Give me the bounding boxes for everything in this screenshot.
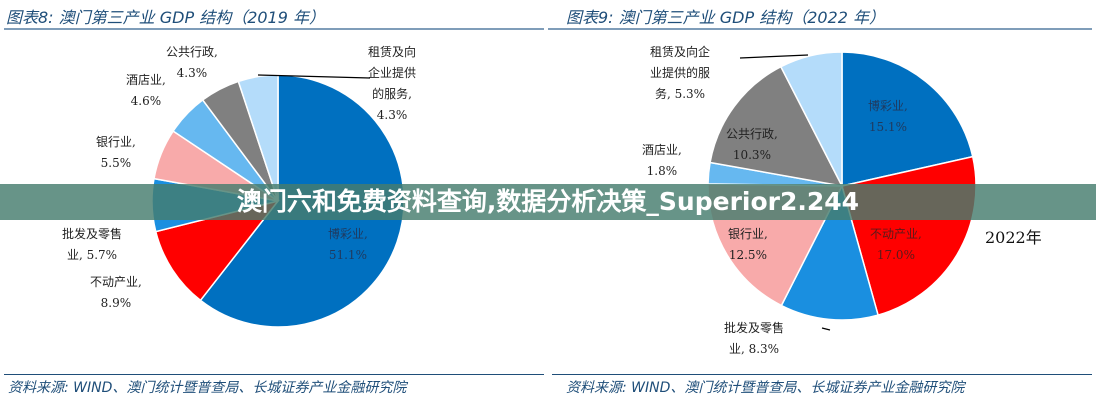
pie-slice [841, 51, 974, 187]
pie-slice [709, 65, 844, 188]
label-2022-hotel: 酒店业, 1.8% [642, 143, 682, 178]
overlay-banner: 澳门六和免费资料查询,数据分析决策_Superior2.244 [0, 184, 1096, 220]
pie-slice [154, 199, 280, 302]
chart-title-2019: 图表8: 澳门第三产业 GDP 结构（2019 年） [6, 8, 326, 27]
leader-line [739, 54, 809, 59]
pie-slice [780, 183, 880, 321]
leader-line [821, 327, 831, 331]
label-2019-public: 公共行政, 4.3% [166, 45, 218, 80]
label-2022-rental: 租赁及向企 业提供的服 务, 5.3% [650, 45, 711, 101]
label-2022-public: 公共行政, 10.3% [726, 127, 778, 162]
title-rule [548, 28, 1092, 30]
source-rule [552, 374, 1092, 375]
title-rule [4, 28, 544, 30]
year-annotation: 2022年 [985, 228, 1042, 247]
label-2019-wholesale: 批发及零售 业, 5.7% [62, 224, 123, 266]
label-2019-gaming: 博彩业, 51.1% [328, 227, 368, 262]
pie-slice [779, 51, 843, 187]
source-rule [4, 374, 544, 375]
chart-title-2022: 图表9: 澳门第三产业 GDP 结构（2022 年） [566, 8, 886, 27]
label-2022-gaming: 博彩业, 15.1% [868, 99, 908, 134]
label-2019-realestate: 不动产业, 8.9% [90, 275, 142, 310]
source-2019: 资料来源: WIND、澳门统计暨普查局、长城证券产业金融研究院 [8, 380, 407, 396]
label-2022-bank: 银行业, 12.5% [728, 227, 768, 262]
label-2019-hotel: 酒店业, 4.6% [126, 73, 166, 108]
label-2019-bank: 银行业, 5.5% [96, 135, 136, 170]
label-2022-wholesale: 批发及零售 业, 8.3% [724, 321, 785, 356]
leader-line [257, 74, 371, 79]
label-2022-realestate: 不动产业, 17.0% [870, 227, 922, 262]
label-2019-rental: 租赁及向 企业提供 的服务, 4.3% [368, 45, 417, 122]
source-2022: 资料来源: WIND、澳门统计暨普查局、长城证券产业金融研究院 [566, 380, 965, 396]
